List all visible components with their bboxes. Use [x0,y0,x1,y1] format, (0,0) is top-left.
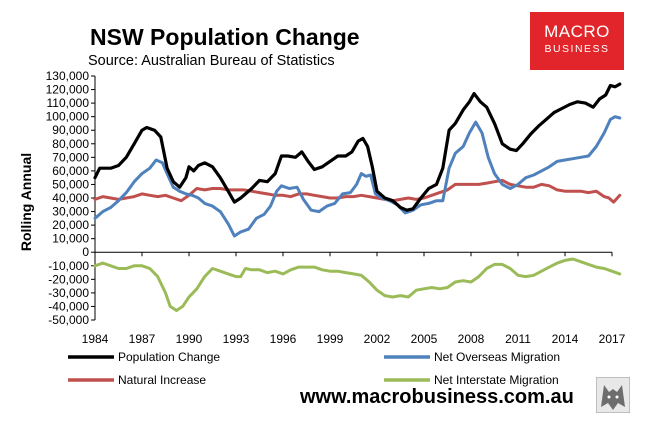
chart-title: NSW Population Change [90,24,360,50]
logo-text-business: BUSINESS [544,43,610,55]
x-tick-label: 1984 [82,332,109,346]
y-tick-label: -30,000 [48,286,89,300]
y-tick-label: 0 [82,245,89,259]
chart-subtitle: Source: Australian Bureau of Statistics [88,53,335,69]
x-tick-label: 1999 [317,332,344,346]
y-tick-label: 70,000 [52,150,89,164]
logo-text-macro: MACRO [544,22,610,41]
y-tick-label: -50,000 [48,313,89,327]
y-tick-label: 130,000 [46,69,90,83]
y-tick-label: 100,000 [46,110,90,124]
y-tick-label: 30,000 [52,205,89,219]
x-axis-tick-labels: 1984 1987 1990 1993 1996 1999 2002 2005 2008 2011… [82,252,626,346]
x-tick-label: 2008 [458,332,485,346]
y-axis-label: Rolling Annual [18,153,34,251]
x-tick-label: 2005 [411,332,438,346]
legend-label: Population Change [118,350,220,364]
chart-legend: Population Change Net Overseas Migration N… [68,350,560,387]
y-tick-label: 40,000 [52,191,89,205]
y-tick-label: 110,000 [47,96,90,110]
legend-label: Natural Increase [118,373,206,387]
series-line-population-change [93,82,622,212]
y-tick-label: -10,000 [48,259,89,273]
x-tick-label: 2002 [364,332,391,346]
y-tick-label: -40,000 [48,299,89,313]
y-tick-label: 60,000 [52,164,89,178]
x-tick-label: 1996 [270,332,297,346]
y-tick-label: 90,000 [52,123,89,137]
x-tick-label: 2017 [599,332,626,346]
website-url[interactable]: www.macrobusiness.com.au [300,386,574,408]
y-tick-label: 120,000 [46,83,90,97]
x-tick-label: 1993 [223,332,250,346]
x-tick-label: 1990 [176,332,203,346]
y-tick-label: 10,000 [52,232,89,246]
series-line-natural-increase [93,178,622,204]
series-line-net-interstate-migration [93,257,622,312]
series-line-net-overseas-migration [93,115,622,238]
y-tick-label: 80,000 [52,137,89,151]
x-tick-label: 1987 [129,332,156,346]
y-axis-tick-labels: 130,000120,000110,000100,00090,00080,000… [46,69,95,327]
macrobusiness-logo[interactable]: MACRO BUSINESS [530,12,624,70]
series-lines [93,82,622,312]
x-tick-label: 2014 [552,332,579,346]
legend-label: Net Interstate Migration [434,373,559,387]
legend-label: Net Overseas Migration [434,350,560,364]
x-tick-label: 2011 [505,332,531,346]
y-tick-label: 20,000 [52,218,89,232]
y-tick-label: 50,000 [52,177,89,191]
wolf-icon [596,377,630,413]
y-tick-label: -20,000 [48,272,89,286]
